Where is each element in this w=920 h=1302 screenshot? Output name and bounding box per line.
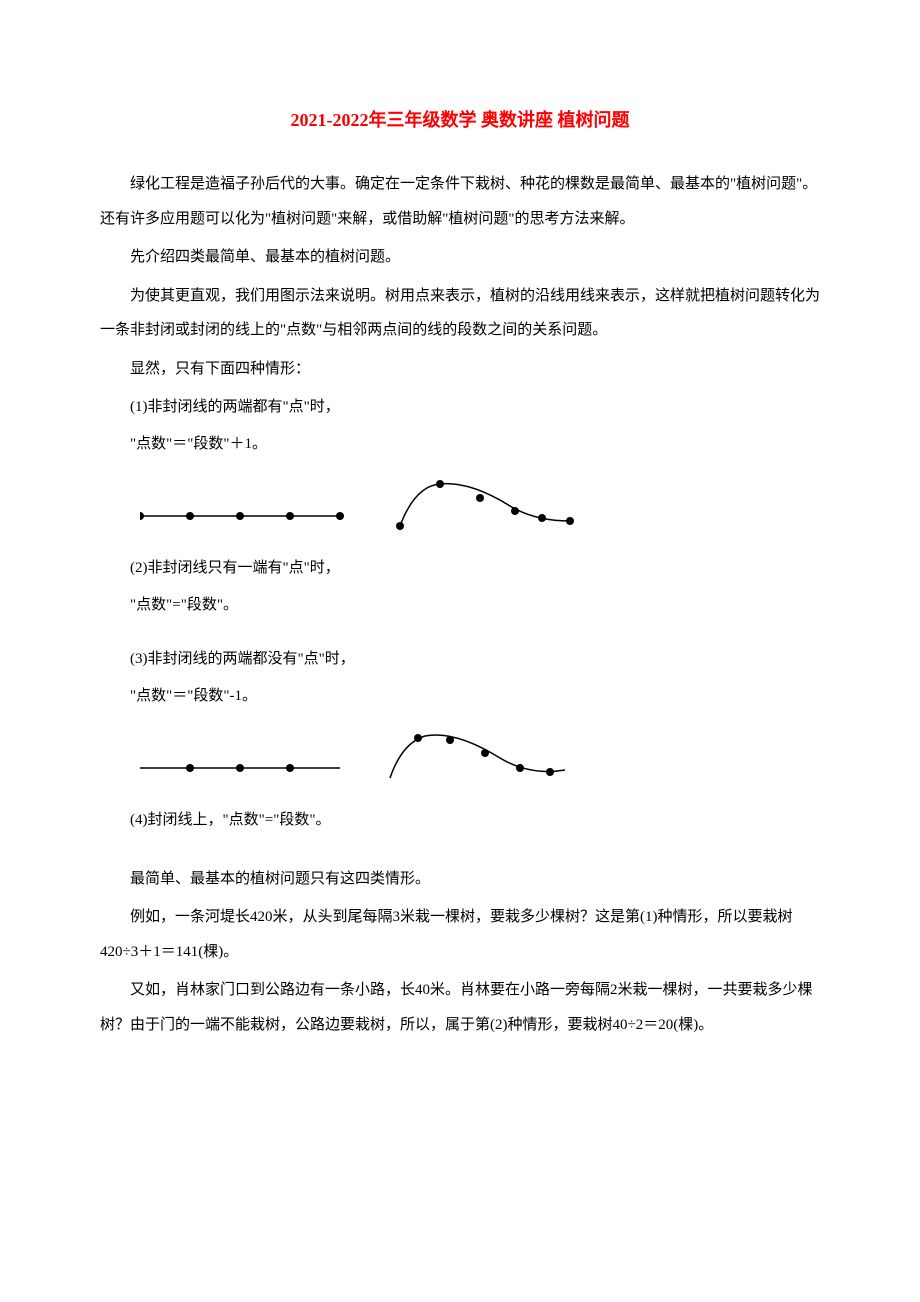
diagram-case3 xyxy=(140,723,820,793)
diagram3-svg xyxy=(140,728,600,788)
d1-cpoint xyxy=(538,514,546,522)
intro-p2: 先介绍四类最简单、最基本的植树问题。 xyxy=(100,240,820,275)
intro-p4: 显然，只有下面四种情形： xyxy=(100,352,820,387)
d3-cpoint xyxy=(446,736,454,744)
d3-cpoint xyxy=(546,768,554,776)
example-2: 例如，一条河堤长420米，从头到尾每隔3米栽一棵树，要栽多少棵树？这是第(1)种… xyxy=(100,900,820,969)
case2-formula: "点数"="段数"。 xyxy=(100,588,820,623)
example-3: 又如，肖林家门口到公路边有一条小路，长40米。肖林要在小路一旁每隔2米栽一棵树，… xyxy=(100,973,820,1042)
d1-point xyxy=(236,512,244,520)
d1-cpoint xyxy=(511,507,519,515)
case4-label: (4)封闭线上，"点数"="段数"。 xyxy=(100,803,820,838)
d1-point xyxy=(286,512,294,520)
case1-formula: "点数"＝"段数"＋1。 xyxy=(100,427,820,462)
d1-point xyxy=(140,512,144,520)
d1-cpoint xyxy=(566,517,574,525)
d1-cpoint xyxy=(436,480,444,488)
page-title: 2021-2022年三年级数学 奥数讲座 植树问题 xyxy=(100,100,820,141)
d1-cpoint xyxy=(476,494,484,502)
diagram1-svg xyxy=(140,476,600,536)
example-1: 最简单、最基本的植树问题只有这四类情形。 xyxy=(100,862,820,897)
case3-formula: "点数"＝"段数"-1。 xyxy=(100,679,820,714)
case1-label: (1)非封闭线的两端都有"点"时， xyxy=(100,390,820,425)
diagram-case1 xyxy=(140,471,820,541)
d3-point xyxy=(236,764,244,772)
d3-point xyxy=(186,764,194,772)
case3-label: (3)非封闭线的两端都没有"点"时， xyxy=(100,642,820,677)
d3-cpoint xyxy=(516,764,524,772)
d1-point xyxy=(336,512,344,520)
intro-p3: 为使其更直观，我们用图示法来说明。树用点来表示，植树的沿线用线来表示，这样就把植… xyxy=(100,279,820,348)
intro-p1: 绿化工程是造福子孙后代的大事。确定在一定条件下栽树、种花的棵数是最简单、最基本的… xyxy=(100,167,820,236)
d1-cpoint xyxy=(396,522,404,530)
case2-label: (2)非封闭线只有一端有"点"时， xyxy=(100,551,820,586)
d3-cpoint xyxy=(481,749,489,757)
d3-cpoint xyxy=(414,734,422,742)
d3-point xyxy=(286,764,294,772)
d1-point xyxy=(186,512,194,520)
